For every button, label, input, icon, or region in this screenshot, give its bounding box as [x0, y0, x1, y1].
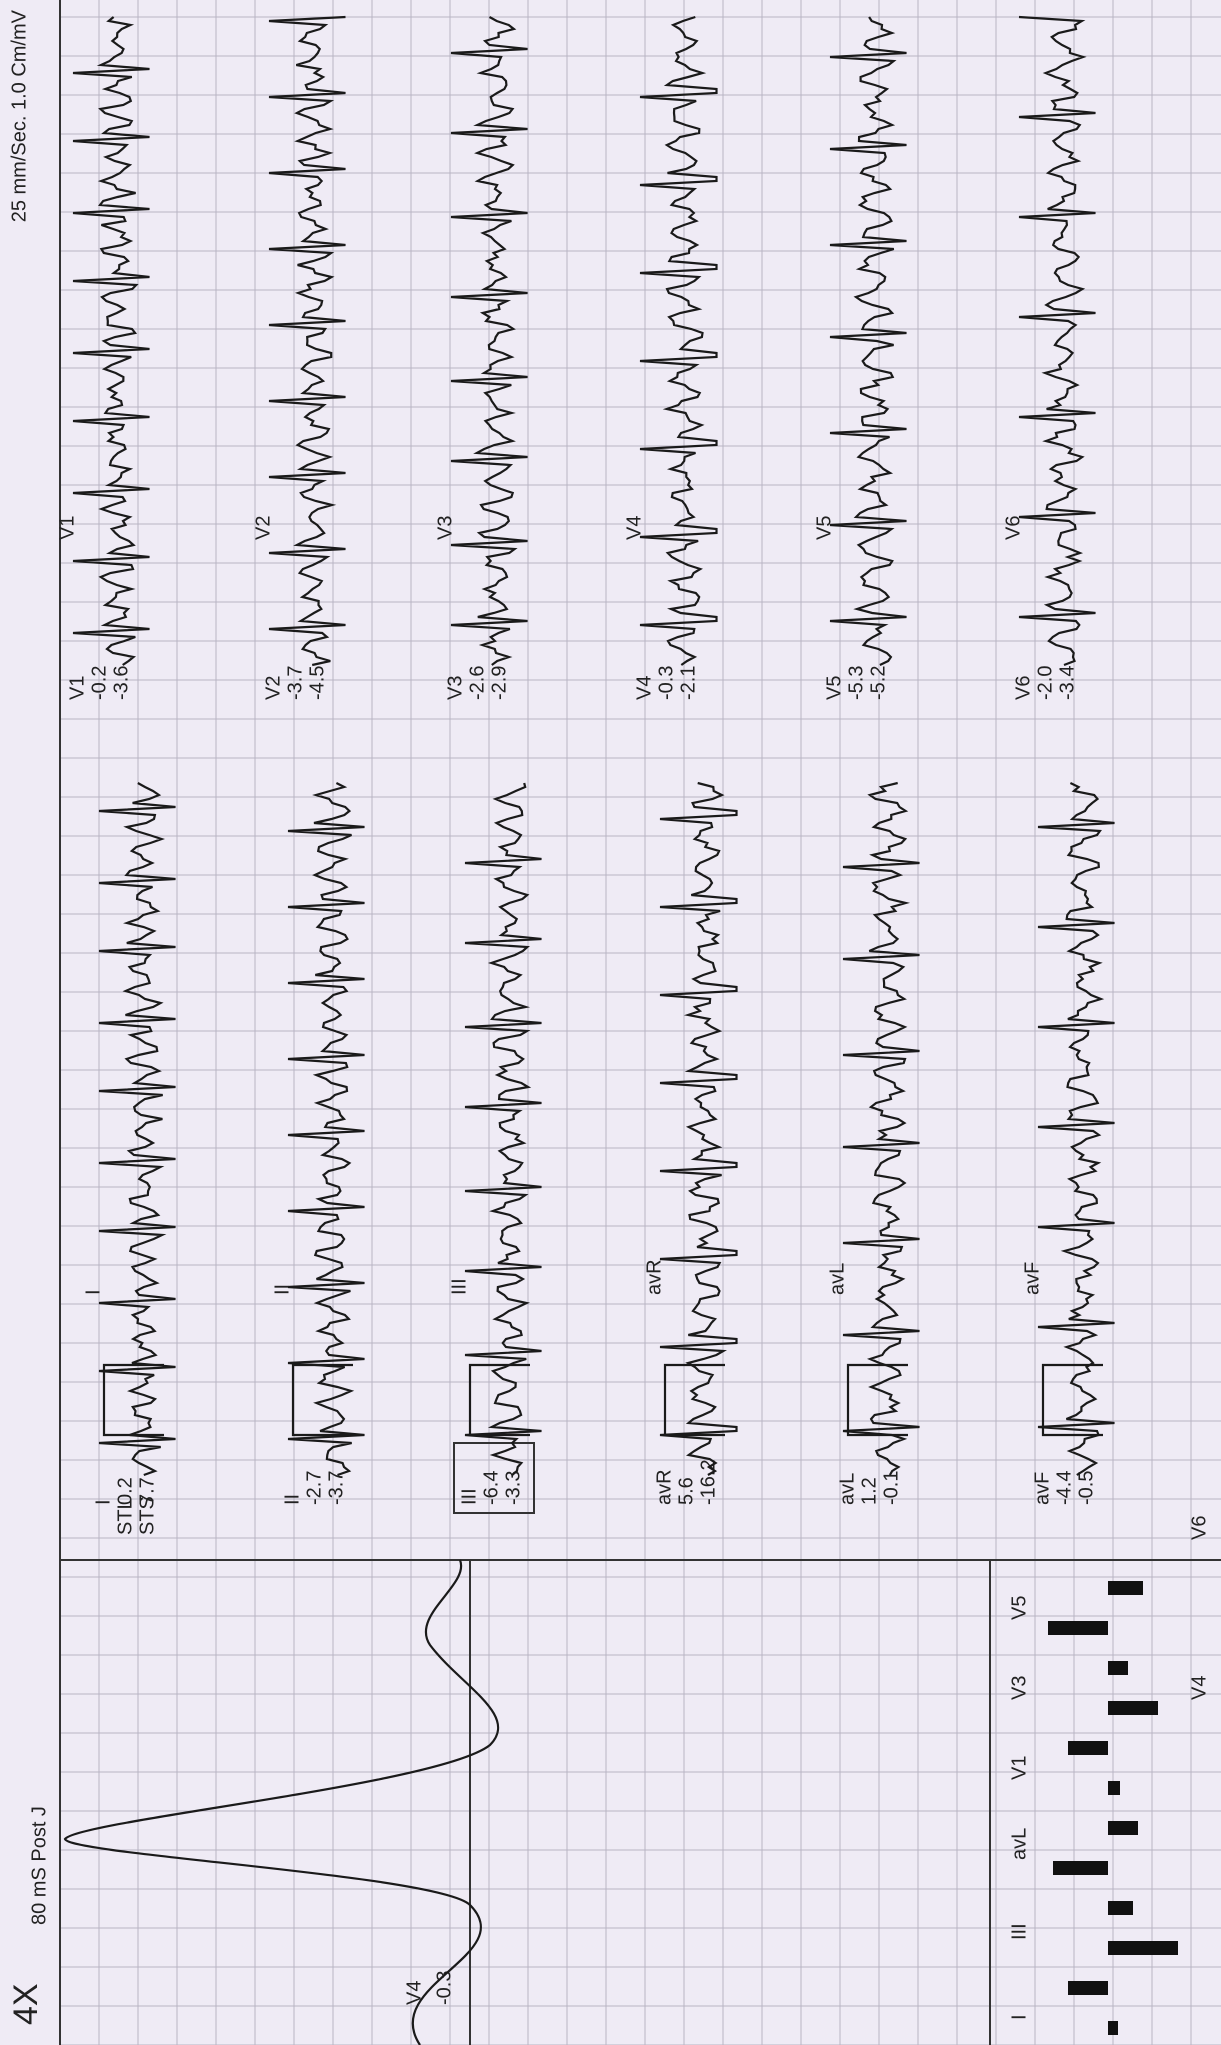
stl-value: -0.3 [655, 666, 677, 700]
speed: 25 mm/Sec. 1.0 Cm/mV [8, 9, 30, 222]
st-bar [1108, 1781, 1120, 1795]
lead-name: V1 [66, 676, 88, 700]
st-bar [1053, 1861, 1108, 1875]
stl-value: -2.7 [303, 1471, 325, 1505]
lead-name: V4 [633, 676, 655, 700]
calibration-pulse [102, 1363, 164, 1437]
sts-value: -0.1 [880, 1471, 902, 1505]
grid [59, 0, 1221, 2045]
stl-value: 5.6 [675, 1477, 697, 1505]
sts-value: -3.6 [110, 666, 132, 700]
stl-value: -2.6 [466, 666, 488, 700]
stl-value: 0.2 [114, 1477, 136, 1505]
gain: 4X [7, 1983, 45, 2025]
lead-name: V3 [444, 676, 466, 700]
lead-name: II [281, 1494, 303, 1505]
median-beat [63, 1559, 499, 2045]
ecg-trace [659, 781, 738, 1476]
ecg-trace [72, 16, 150, 666]
lead-name: V2 [262, 676, 284, 700]
lead-name: I [92, 1499, 114, 1505]
ecg-trace [639, 15, 718, 666]
stl-value: -4.4 [1053, 1471, 1075, 1505]
stl-label: STL [114, 1498, 136, 1535]
st-bar [1108, 1661, 1128, 1675]
bar-label: I [1008, 2014, 1030, 2020]
bar-label: V3 [1008, 1676, 1030, 1700]
ecg-trace [829, 16, 907, 666]
st-bar [1108, 2021, 1118, 2035]
st-bar [1108, 1901, 1133, 1915]
sts-value: -3.7 [325, 1471, 347, 1505]
lead-name: avR [653, 1469, 675, 1505]
trace-lead-name: III [448, 1278, 470, 1295]
st-bar [1108, 1701, 1158, 1715]
ecg-trace [268, 15, 346, 667]
calibration-pulse [663, 1363, 725, 1437]
ecg-trace [98, 782, 176, 1477]
sts-value: -3.4 [1056, 666, 1078, 700]
st-bar [1068, 1741, 1108, 1755]
st-bar [1068, 1981, 1108, 1995]
stl-value: 1.2 [858, 1477, 880, 1505]
trace-lead-name: V4 [623, 516, 645, 540]
trace-lead-name: avL [826, 1263, 848, 1295]
ecg-trace [842, 781, 920, 1476]
bar-label: V4 [1188, 1676, 1210, 1700]
sts-value: 7.7 [136, 1477, 158, 1505]
stl-value: -3.7 [284, 666, 306, 700]
sts-value: -4.5 [306, 666, 328, 700]
sts-label: STS [136, 1496, 158, 1535]
sts-value: -0.5 [1075, 1471, 1097, 1505]
lead-name: avF [1031, 1472, 1053, 1505]
ecg-trace [1037, 782, 1115, 1476]
trace-lead-name: V1 [56, 516, 78, 540]
sts-value: -5.2 [867, 666, 889, 700]
bar-label: V1 [1008, 1756, 1030, 1780]
lead-name: V5 [823, 676, 845, 700]
ecg-trace [1018, 15, 1096, 667]
bar-label: V5 [1008, 1596, 1030, 1620]
trace-lead-name: V5 [813, 516, 835, 540]
median-label: 80 mS Post J [28, 1806, 50, 1925]
trace-lead-name: V2 [252, 516, 274, 540]
lead-name: avL [836, 1473, 858, 1505]
st-bar [1108, 1821, 1138, 1835]
st-bar [1048, 1621, 1108, 1635]
bar-label: avL [1008, 1828, 1030, 1860]
calibration-pulse [468, 1363, 530, 1437]
trace-lead-name: avR [643, 1259, 665, 1295]
lead-box [453, 1442, 535, 1514]
median-lead: V4 [403, 1981, 425, 2005]
trace-lead-name: I [82, 1289, 104, 1295]
st-bar [1108, 1581, 1143, 1595]
ecg-trace [450, 16, 528, 666]
stl-value: -2.0 [1034, 666, 1056, 700]
trace-lead-name: avF [1021, 1262, 1043, 1295]
st-bar [1108, 1941, 1178, 1955]
stl-value: -6.4 [480, 1471, 502, 1505]
lead-name: III [458, 1488, 480, 1505]
trace-lead-name: II [271, 1284, 293, 1295]
sts-value: -3.3 [502, 1471, 524, 1505]
trace-lead-name: V6 [1002, 516, 1024, 540]
ecg-trace [287, 782, 365, 1477]
sts-value: -2.9 [488, 666, 510, 700]
calibration-pulse [1041, 1363, 1103, 1437]
stl-value: -0.2 [88, 666, 110, 700]
trace-lead-name: V3 [434, 516, 456, 540]
bar-label: III [1008, 1923, 1030, 1940]
sts-value: -2.1 [677, 666, 699, 700]
ecg-trace [464, 782, 542, 1476]
stl-value: -5.3 [845, 666, 867, 700]
calibration-pulse [291, 1363, 353, 1437]
landscape-layer: 4X 80 mS Post J 25 mm/Sec. 1.0 Cm/mV V4 … [7, 0, 1221, 2045]
bar-label: V6 [1188, 1516, 1210, 1540]
calibration-pulse [846, 1363, 908, 1437]
lead-name: V6 [1012, 676, 1034, 700]
